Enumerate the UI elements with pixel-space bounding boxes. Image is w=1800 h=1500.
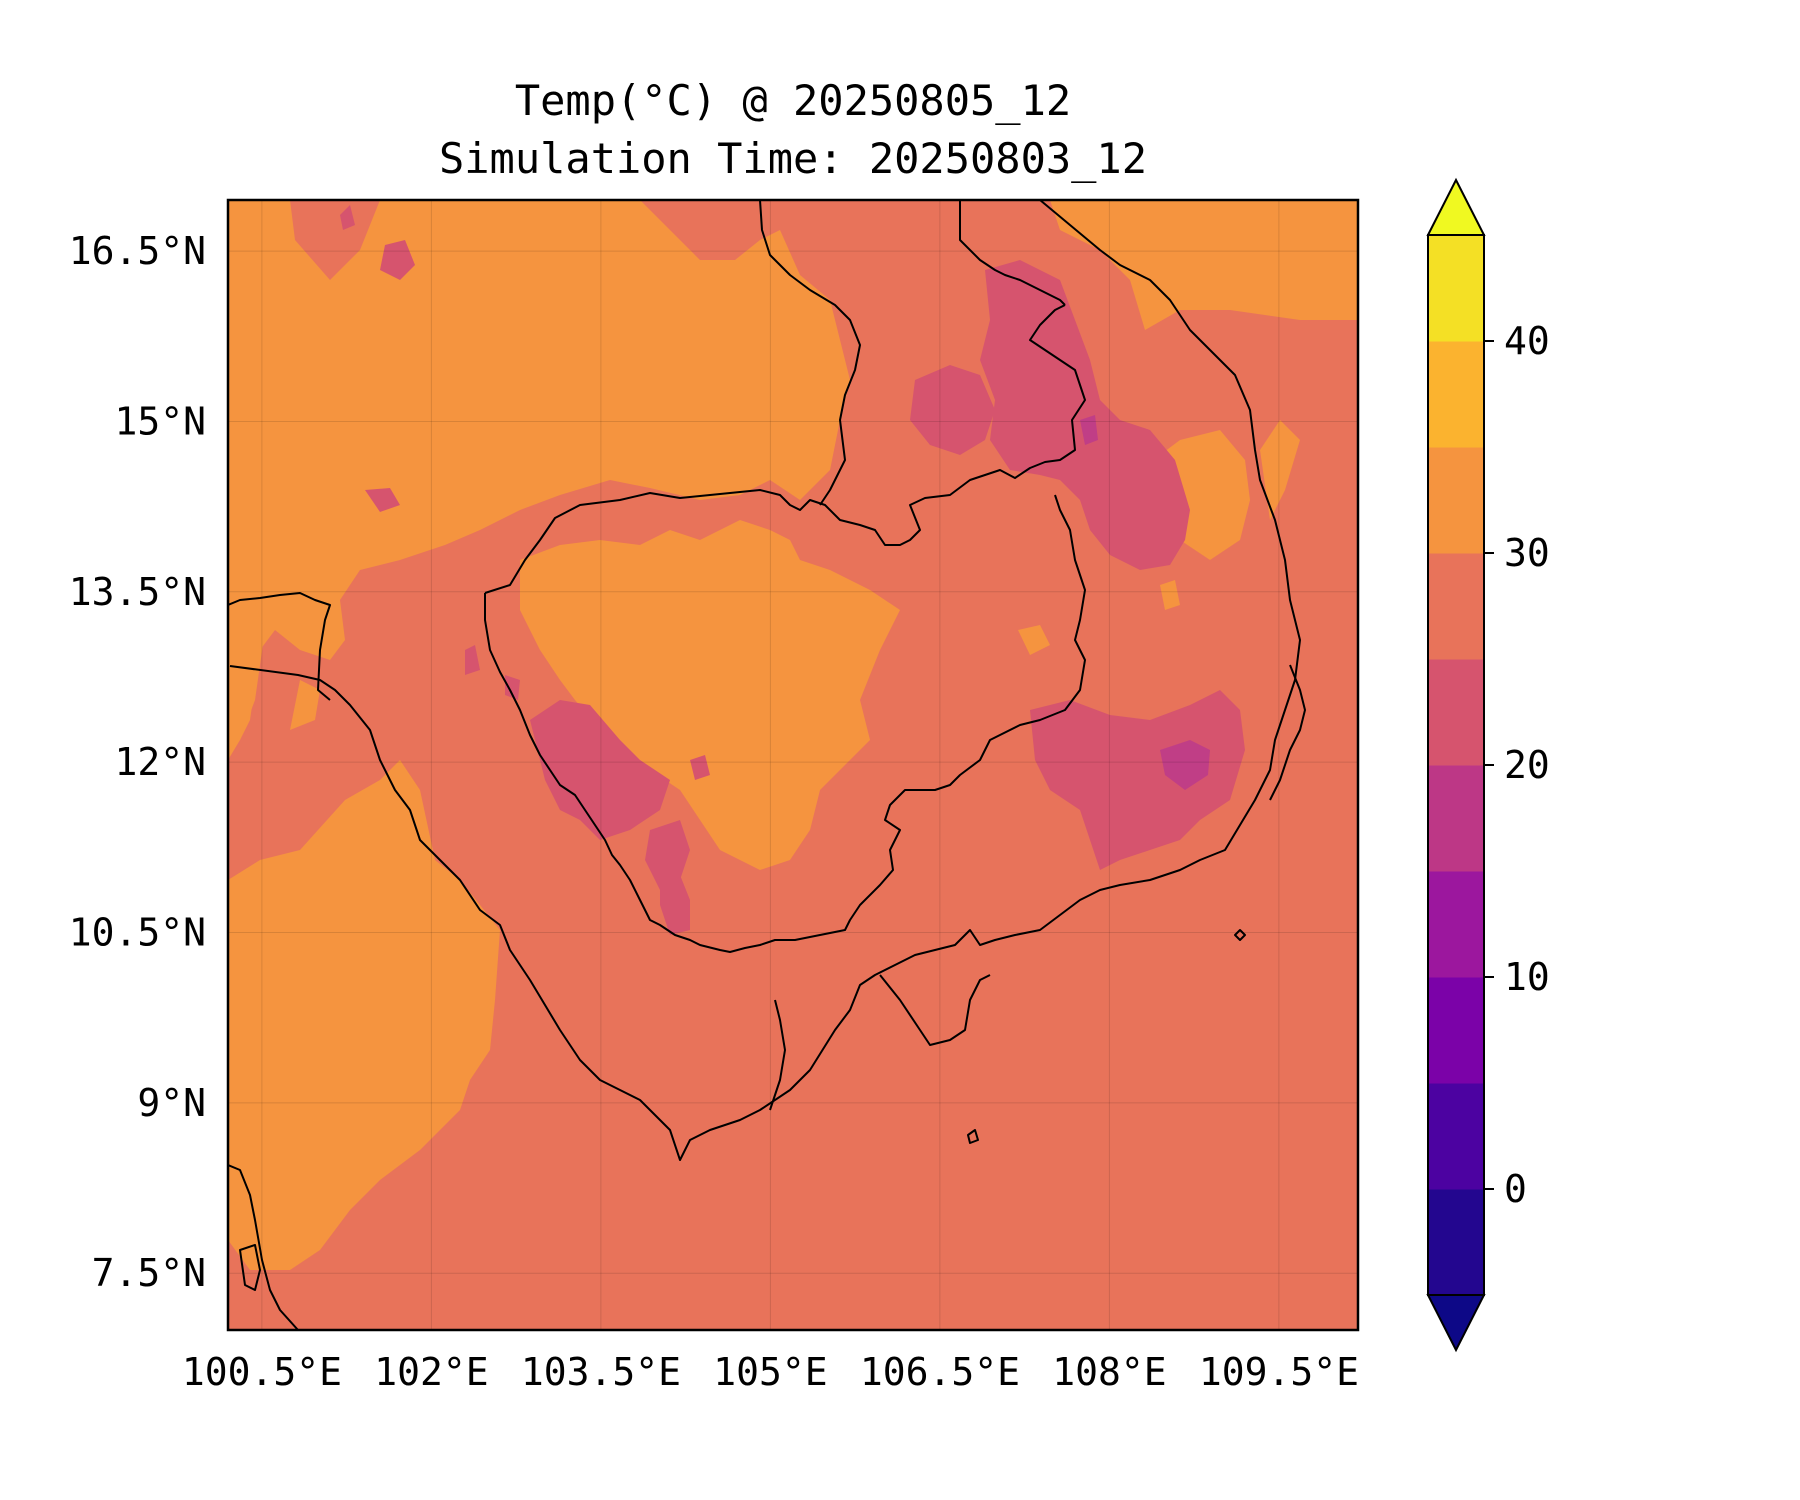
mekong-delta xyxy=(879,974,991,1046)
x-tick-label: 102°E xyxy=(374,1350,488,1394)
temperature-field xyxy=(228,200,1358,1330)
field-region xyxy=(1018,625,1050,655)
field-region xyxy=(228,760,500,1270)
y-tick-label: 15°N xyxy=(114,399,206,443)
field-region xyxy=(340,205,355,230)
field-region xyxy=(1160,740,1210,790)
field-region xyxy=(228,590,265,760)
island xyxy=(239,1244,261,1291)
colorbar-segment xyxy=(1428,1083,1484,1190)
field-region xyxy=(465,645,480,675)
y-tick-label: 7.5°N xyxy=(92,1251,206,1295)
field-region xyxy=(505,675,520,700)
field-region xyxy=(1030,690,1245,870)
x-tick-label: 100.5°E xyxy=(182,1350,342,1394)
field-region xyxy=(910,365,995,455)
colorbar: 0 10 20 30 40 xyxy=(1426,177,1550,1353)
colorbar-segment xyxy=(1428,977,1484,1084)
border-laos-vietnam xyxy=(959,200,1066,306)
island xyxy=(967,1129,979,1144)
x-axis: 100.5°E 102°E 103.5°E 105°E 106.5°E 108°E 109.… xyxy=(182,1350,1359,1394)
field-region xyxy=(380,240,415,280)
x-tick-label: 109.5°E xyxy=(1199,1350,1359,1394)
field-region xyxy=(1160,580,1180,610)
gridlines xyxy=(228,200,1358,1330)
colorbar-extend-bottom xyxy=(1426,1294,1486,1353)
colorbar-tick-label: 0 xyxy=(1504,1167,1527,1211)
colorbar-segment xyxy=(1428,1189,1484,1296)
field-region xyxy=(1050,200,1358,330)
map-subtitle: Simulation Time: 20250803_12 xyxy=(438,134,1147,183)
band-30-35 xyxy=(228,200,1358,1270)
y-tick-label: 13.5°N xyxy=(69,570,206,614)
colorbar-tick-label: 40 xyxy=(1504,319,1550,363)
field-region xyxy=(645,820,690,890)
colorbar-segment xyxy=(1428,765,1484,872)
coastline xyxy=(229,200,1301,1161)
field-region xyxy=(660,875,690,935)
coastlines-borders xyxy=(228,200,1306,1330)
border-cambodia-vietnam xyxy=(484,494,1086,953)
y-tick-label: 10.5°N xyxy=(69,911,206,955)
island xyxy=(769,999,786,1111)
field-region xyxy=(228,200,850,750)
y-axis: 16.5°N 15°N 13.5°N 12°N 10.5°N 9°N 7.5°N xyxy=(69,229,206,1295)
colorbar-segment xyxy=(1428,553,1484,660)
colorbar-tick-label: 20 xyxy=(1504,743,1550,787)
colorbar-segment xyxy=(1428,871,1484,978)
y-tick-label: 12°N xyxy=(114,740,206,784)
x-tick-label: 103.5°E xyxy=(521,1350,681,1394)
y-tick-label: 16.5°N xyxy=(69,229,206,273)
band-20-25 xyxy=(340,205,1245,935)
colorbar-segment xyxy=(1428,659,1484,766)
colorbar-segment xyxy=(1428,341,1484,448)
field-region xyxy=(1080,415,1098,445)
field-region xyxy=(520,520,900,870)
field-region xyxy=(290,680,320,730)
colorbar-tick-label: 30 xyxy=(1504,531,1550,575)
colorbar-segment xyxy=(1428,235,1484,342)
y-tick-label: 9°N xyxy=(137,1081,206,1125)
map-title: Temp(°C) @ 20250805_12 xyxy=(514,76,1072,125)
x-tick-label: 106.5°E xyxy=(860,1350,1020,1394)
border-cambodia-north xyxy=(484,304,1086,594)
field-region xyxy=(690,755,710,780)
border-thailand-laos xyxy=(759,200,861,506)
island xyxy=(1234,929,1246,941)
coast-malay xyxy=(228,1164,299,1330)
colorbar-extend-top xyxy=(1426,177,1486,236)
border-thailand xyxy=(228,592,331,701)
coast-vietnam-south xyxy=(1269,664,1306,801)
band-15-20 xyxy=(1080,415,1210,790)
field-region xyxy=(1260,420,1300,520)
colorbar-segment xyxy=(1428,447,1484,554)
x-tick-label: 105°E xyxy=(713,1350,827,1394)
field-region xyxy=(365,488,400,512)
colorbar-tick-label: 10 xyxy=(1504,955,1550,999)
field-region xyxy=(530,700,670,840)
x-tick-label: 108°E xyxy=(1052,1350,1166,1394)
map-frame xyxy=(226,198,1360,1332)
